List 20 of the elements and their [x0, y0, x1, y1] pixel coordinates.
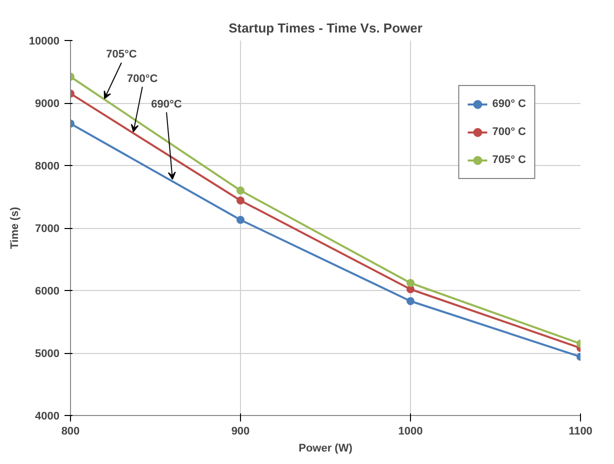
- legend-label: 690° C: [492, 98, 526, 110]
- x-tick-label: 800: [61, 426, 80, 438]
- annotation: 690°C: [151, 98, 182, 110]
- legend-label: 705° C: [492, 154, 526, 166]
- y-tick-label: 8000: [35, 160, 60, 172]
- annotation: 700°C: [127, 72, 158, 85]
- annotation: 705°C: [106, 48, 137, 61]
- legend-label: 700° C: [492, 126, 526, 138]
- x-axis-title: Power (W): [298, 442, 353, 454]
- x-tick-label: 1100: [568, 426, 592, 438]
- x-tick-label: 900: [231, 426, 250, 438]
- y-tick-label: 6000: [35, 286, 60, 298]
- y-tick-label: 9000: [35, 98, 60, 110]
- chart-title: Startup Times - Time Vs. Power: [228, 20, 422, 36]
- y-axis-title: Time (s): [8, 206, 21, 249]
- y-tick-label: 5000: [35, 348, 60, 360]
- y-tick-label: 7000: [35, 223, 60, 235]
- y-tick-label: 10000: [28, 36, 60, 48]
- y-tick-label: 4000: [35, 410, 60, 422]
- x-tick-label: 1000: [398, 426, 423, 438]
